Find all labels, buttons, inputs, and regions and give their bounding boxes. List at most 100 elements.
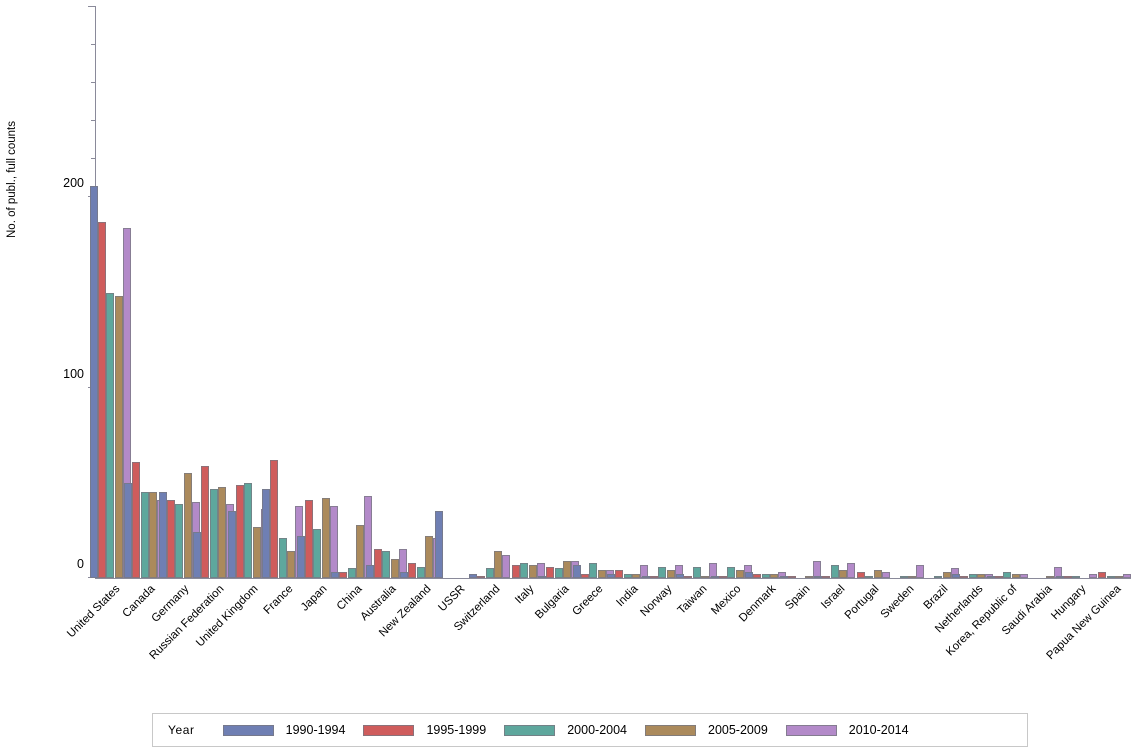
bar [856, 572, 865, 578]
legend-item[interactable]: 1990-1994 [222, 723, 345, 737]
bar [804, 576, 813, 578]
y-axis-tick-minor [91, 44, 96, 46]
legend-item[interactable]: 2000-2004 [504, 723, 627, 737]
bar [434, 511, 443, 578]
bar [546, 566, 555, 578]
bar [847, 562, 856, 578]
bar [942, 572, 951, 578]
bar [589, 562, 598, 578]
y-axis-tick-label: 100 [63, 366, 84, 381]
bar [140, 492, 149, 578]
x-axis-tick-label: Portugal [842, 583, 882, 622]
bar [986, 576, 995, 578]
bar [839, 570, 848, 578]
bar [727, 566, 736, 578]
bar [745, 572, 754, 578]
bar [365, 564, 374, 578]
legend-swatch [222, 724, 274, 736]
legend-label: 1995-1999 [426, 723, 487, 737]
bar [908, 576, 917, 578]
x-axis-tick-label: Italy [513, 583, 537, 607]
bar [1106, 576, 1115, 578]
x-axis-tick-label: Bulgaria [532, 583, 572, 622]
y-axis-tick-minor [91, 158, 96, 160]
bar [528, 564, 537, 578]
legend-swatch [645, 724, 696, 736]
bar [666, 570, 675, 578]
legend-items: 1990-1994 1995-1999 2000-2004 2005-2009 2010… [205, 723, 909, 737]
bar-group [1055, 7, 1097, 578]
bar [244, 482, 253, 578]
bar [899, 576, 908, 578]
x-axis-tick-label: India [614, 583, 641, 610]
bar [114, 296, 123, 578]
x-axis-tick-label: United Kingdom [194, 583, 261, 650]
bar [511, 564, 520, 578]
bar [193, 532, 202, 578]
x-axis-tick-label: Mexico [709, 583, 744, 618]
bar [425, 536, 434, 578]
legend-item[interactable]: 2010-2014 [785, 723, 909, 737]
bar [977, 574, 986, 578]
bar [485, 568, 494, 578]
bar [822, 576, 831, 578]
bar [158, 492, 167, 578]
bar [632, 574, 641, 578]
bar [623, 574, 632, 578]
bar [692, 566, 701, 578]
legend-title: Year [168, 723, 195, 737]
bar [287, 551, 296, 578]
bar [701, 576, 710, 578]
bar-group [607, 7, 649, 578]
x-axis-tick-label: Taiwan [675, 583, 710, 617]
bar-group [89, 7, 131, 578]
bar [124, 482, 133, 578]
bar [554, 568, 563, 578]
bar-group [779, 7, 821, 578]
x-axis-tick-label: France [261, 583, 296, 617]
x-axis-tick-label: Sweden [878, 583, 917, 621]
bar [718, 576, 727, 578]
legend-swatch [504, 724, 556, 736]
plot-area: 0100200300 [63, 6, 1132, 579]
legend-label: 2005-2009 [708, 723, 768, 737]
bar-group [883, 7, 925, 578]
bar [469, 574, 478, 578]
bar [339, 572, 348, 578]
bar [201, 465, 210, 578]
bar [1011, 574, 1020, 578]
bar [278, 538, 287, 578]
bar [347, 568, 356, 578]
bar-group [986, 7, 1028, 578]
bar [390, 558, 399, 578]
bar [97, 222, 106, 578]
bar [968, 574, 977, 578]
bar-group [469, 7, 511, 578]
legend-item[interactable]: 2005-2009 [645, 723, 768, 737]
bar-group [676, 7, 718, 578]
bar [580, 574, 589, 578]
bar [916, 564, 925, 578]
bar [494, 551, 503, 578]
bar [149, 492, 158, 578]
x-axis-tick-label: Spain [783, 583, 813, 613]
bar-group [814, 7, 856, 578]
bar [502, 555, 511, 578]
y-axis-tick-major [88, 6, 96, 7]
bar [676, 574, 685, 578]
bar-group [504, 7, 545, 578]
x-axis-tick-label: Norway [638, 583, 675, 620]
bar [960, 576, 969, 578]
bar [331, 572, 340, 578]
bar [1046, 576, 1055, 578]
bar-group [296, 7, 338, 578]
bar [373, 549, 382, 578]
bar [770, 574, 779, 578]
bar-group [1090, 7, 1132, 578]
bar [416, 566, 425, 578]
bar [735, 570, 744, 578]
bar [710, 576, 719, 578]
legend-item[interactable]: 1995-1999 [363, 723, 486, 737]
bar-group [331, 7, 373, 578]
